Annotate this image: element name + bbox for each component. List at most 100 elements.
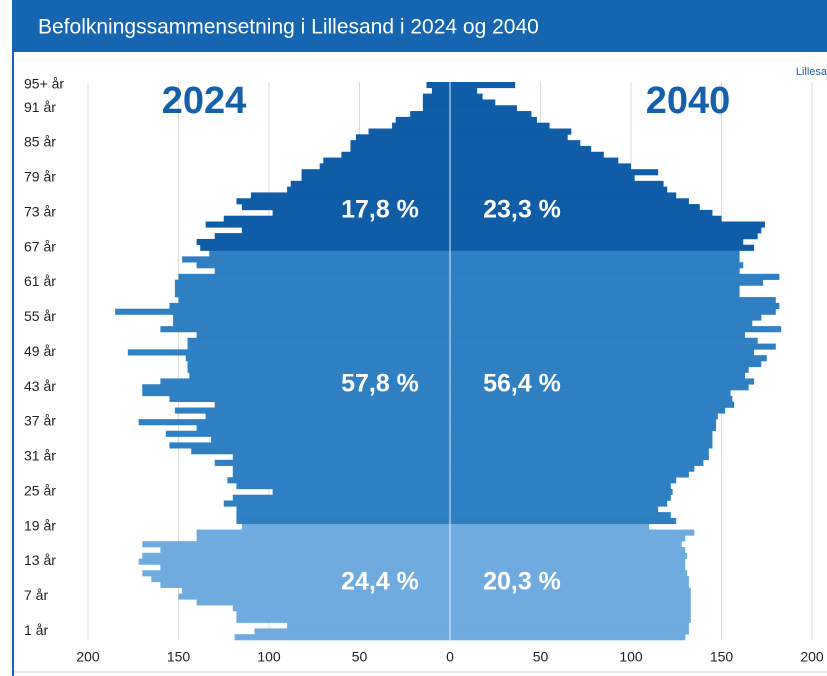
bar [450, 134, 568, 141]
x-tick-label: 100 [257, 649, 281, 665]
bar [450, 151, 604, 158]
bar [450, 215, 722, 222]
bar [450, 128, 572, 135]
bar [319, 163, 450, 170]
bar [287, 622, 450, 629]
group-share-label: 23,3 % [483, 196, 561, 224]
bar [187, 343, 451, 350]
group-share-label: 56,4 % [483, 370, 561, 398]
bar [450, 570, 688, 577]
y-tick-label: 1 år [24, 622, 48, 638]
bar [450, 564, 686, 571]
y-tick-label: 19 år [24, 517, 56, 533]
x-tick-label: 0 [446, 649, 454, 665]
bar [450, 477, 677, 484]
bar [450, 616, 691, 623]
bar [450, 483, 671, 490]
bar [450, 512, 671, 519]
bar [450, 488, 673, 495]
bar [178, 593, 450, 600]
bar [160, 326, 450, 333]
bar [182, 256, 450, 263]
bar [450, 372, 746, 379]
bar [196, 424, 450, 432]
bar [426, 82, 450, 89]
bar [450, 140, 581, 147]
x-tick-label: 150 [710, 649, 734, 665]
bar [450, 471, 689, 478]
bar [174, 279, 450, 286]
series-label: 2024 [162, 80, 247, 122]
bar [450, 413, 718, 420]
bar [142, 552, 451, 559]
bar [290, 180, 450, 187]
bar [341, 151, 450, 158]
bar [185, 355, 451, 362]
bar [232, 471, 450, 478]
bar [450, 331, 746, 339]
bar [450, 250, 740, 257]
left-border [12, 0, 14, 676]
bar [142, 384, 451, 391]
bar [450, 244, 755, 251]
bar [236, 610, 450, 618]
bar [450, 355, 767, 362]
bar [173, 320, 450, 327]
bar [250, 192, 450, 199]
x-tick-label: 100 [619, 649, 643, 665]
bar [236, 512, 450, 519]
bar [450, 256, 740, 263]
bar [205, 413, 450, 420]
bar [214, 401, 450, 408]
bar [165, 430, 450, 437]
bar [450, 430, 713, 437]
bar [272, 488, 450, 495]
bar [450, 204, 700, 211]
bar [196, 599, 450, 606]
y-tick-label: 91 år [24, 99, 56, 115]
bar [127, 349, 450, 356]
bar [187, 337, 451, 344]
bar [450, 349, 755, 356]
bar [422, 93, 450, 100]
y-tick-label: 79 år [24, 169, 56, 185]
y-tick-label: 37 år [24, 413, 56, 429]
bar [232, 454, 450, 461]
bar [450, 419, 717, 426]
bar [410, 111, 450, 118]
bar [241, 204, 450, 211]
bar [450, 529, 695, 536]
bar [450, 238, 744, 246]
bar [450, 634, 686, 641]
bar [214, 233, 450, 240]
bar [450, 558, 686, 565]
bar [450, 116, 537, 123]
bar [450, 390, 731, 397]
bar [236, 517, 450, 525]
bar [450, 506, 659, 513]
bar [450, 361, 762, 368]
y-tick-label: 95+ år [24, 76, 64, 92]
bar [187, 366, 451, 373]
bar [450, 459, 704, 466]
bar [450, 337, 758, 344]
y-tick-label: 73 år [24, 203, 56, 219]
bar [450, 622, 689, 629]
bar [174, 407, 450, 414]
bar [236, 506, 450, 513]
bar [234, 634, 450, 641]
x-tick-label: 200 [76, 649, 100, 665]
bar [232, 605, 450, 612]
bar [450, 366, 749, 373]
bar [450, 279, 764, 286]
bar [368, 128, 450, 135]
bar [450, 314, 762, 321]
bar [196, 529, 450, 536]
bar [350, 145, 450, 153]
bar [169, 302, 450, 309]
bar [450, 82, 516, 89]
bar [223, 500, 450, 507]
bar [450, 87, 478, 94]
bar [138, 558, 450, 565]
bar [450, 262, 744, 269]
